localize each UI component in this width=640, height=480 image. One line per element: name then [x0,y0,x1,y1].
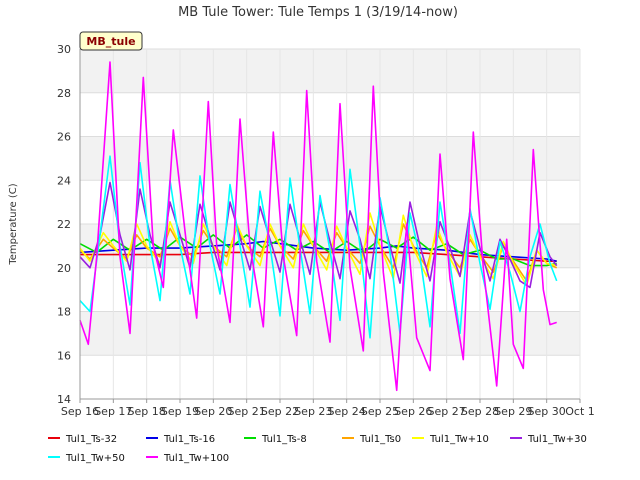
x-tick-label: Sep 16 [61,405,99,418]
x-tick-label: Sep 29 [494,405,532,418]
y-tick-label: 16 [57,349,71,362]
plot-band [80,136,580,181]
axes [79,49,580,400]
legend-label: Tul1_Tw+100 [163,453,229,464]
legend-label: Tul1_Ts-16 [163,434,215,445]
x-tick-label: Sep 27 [428,405,466,418]
y-tick-label: 22 [57,218,71,231]
series-layer [79,61,558,392]
y-tick-label: 28 [57,87,71,100]
x-tick-label: Oct 1 [565,405,595,418]
legend-label: Tul1_Tw+50 [65,453,125,464]
x-tick-label: Sep 23 [294,405,332,418]
legend-label: Tul1_Ts-32 [65,434,117,445]
plot-band [80,355,580,399]
plot-band [80,92,580,137]
x-tick-label: Sep 19 [161,405,199,418]
plot-band [80,180,580,224]
legend-label: Tul1_Tw+10 [429,434,489,445]
y-axis-label: Temperature (C) [8,183,19,265]
y-tick-label: 24 [57,174,71,187]
chart-title: MB Tule Tower: Tule Temps 1 (3/19/14-now… [178,5,458,20]
series-line-tul1-tw-50 [79,155,558,339]
x-tick-label: Sep 30 [528,405,566,418]
x-tick-label: Sep 18 [128,405,166,418]
x-tick-label: Sep 24 [328,405,366,418]
x-tick-label: Sep 20 [194,405,232,418]
legend-label: Tul1_Ts-8 [261,434,307,445]
x-tick-label: Sep 21 [228,405,266,418]
x-tick-label: Sep 26 [394,405,432,418]
station-badge: MB_tule [79,31,143,51]
y-tick-label: 26 [57,131,71,144]
legend-label: Tul1_Ts0 [359,434,401,445]
badge-box [79,31,143,51]
series-line-tul1-tw-100 [79,61,557,392]
y-tick-label: 18 [57,306,71,319]
plot-area [80,49,580,399]
plot-band [80,49,580,93]
x-tick-label: Sep 17 [94,405,132,418]
y-tick-label: 14 [57,393,71,406]
x-tick-label: Sep 25 [361,405,399,418]
y-tick-label: 30 [57,43,71,56]
x-tick-label: Sep 22 [261,405,299,418]
legend: Tul1_Ts-32 Tul1_Ts-16 Tul1_Ts-8 Tul1_Ts0 Tul… [48,434,587,464]
legend-label: Tul1_Tw+30 [527,434,587,445]
x-tick-label: Sep 28 [461,405,499,418]
badge-label: MB_tule [86,35,135,48]
y-axis-ticks: 14 16 18 20 22 24 26 28 30 [57,43,71,406]
y-tick-label: 20 [57,262,71,275]
